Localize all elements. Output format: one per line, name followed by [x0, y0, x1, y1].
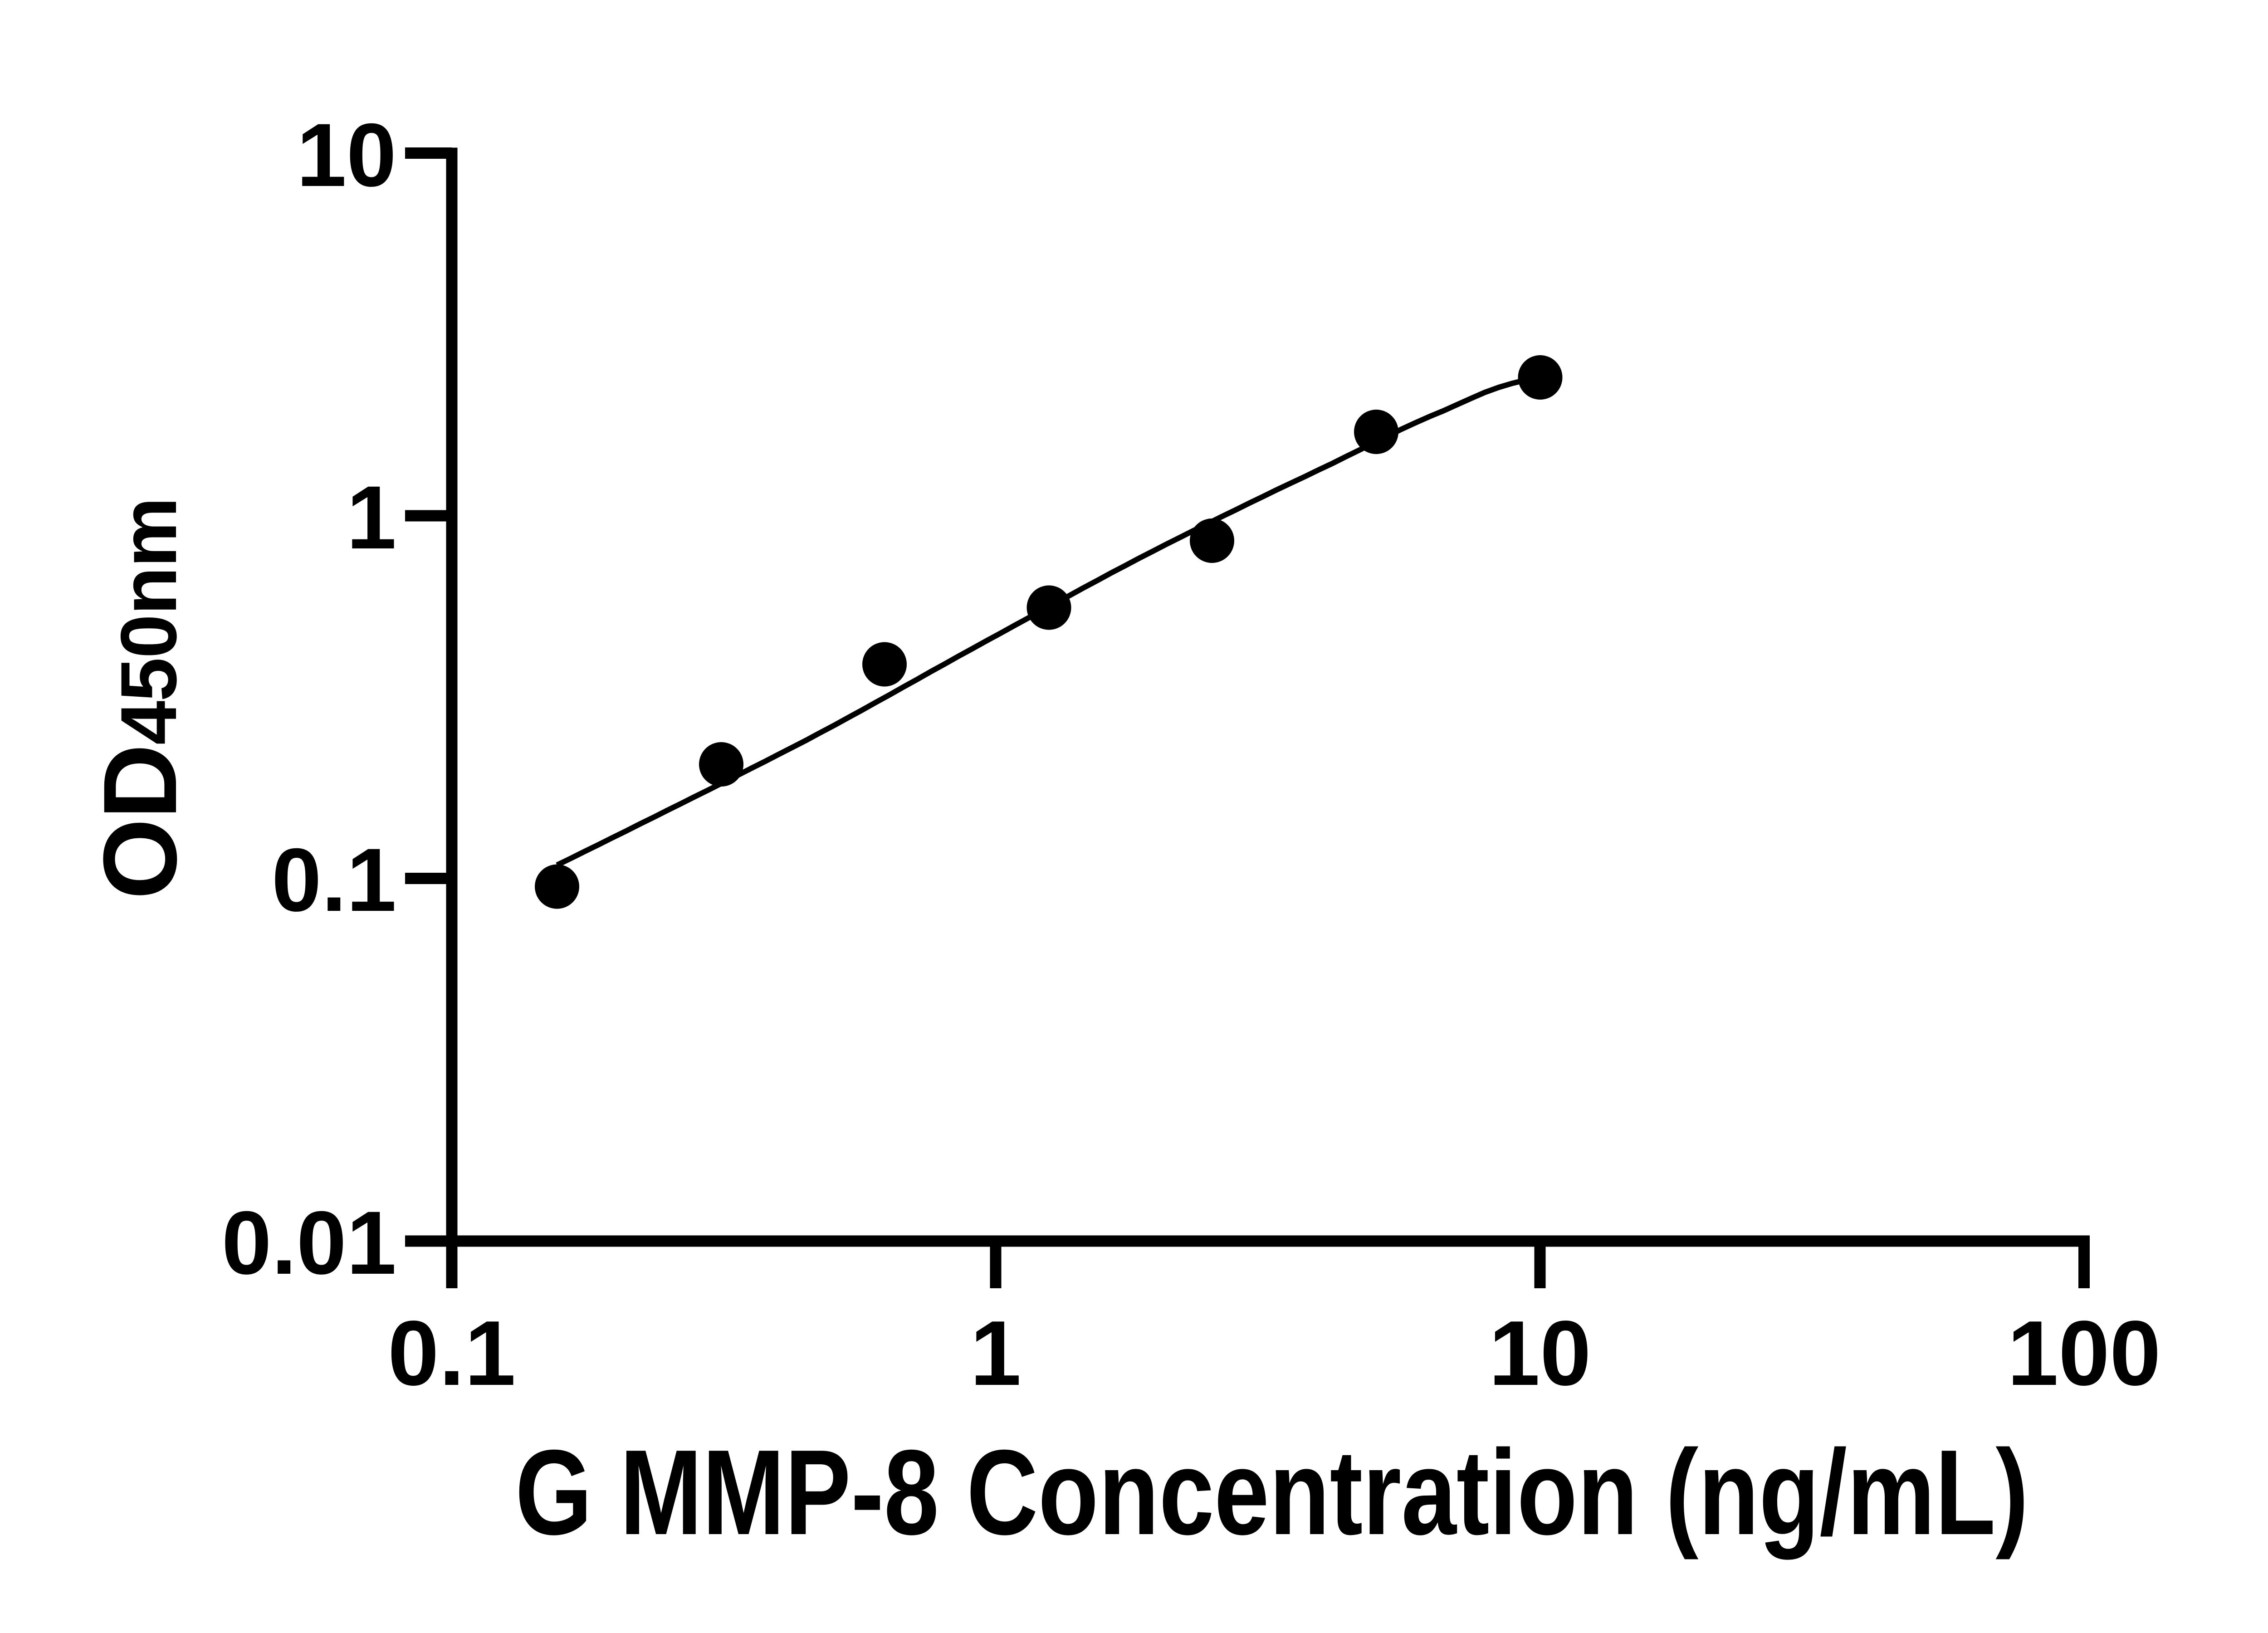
svg-text:0.01: 0.01 [222, 1193, 396, 1293]
svg-text:10: 10 [297, 105, 396, 205]
svg-text:1: 1 [347, 467, 396, 567]
svg-text:1: 1 [970, 1302, 1022, 1405]
svg-text:100: 100 [2007, 1302, 2161, 1405]
svg-text:10: 10 [1489, 1302, 1591, 1405]
svg-text:G MMP-8 Concentration (ng/mL): G MMP-8 Concentration (ng/mL) [515, 1424, 2028, 1560]
svg-text:0.1: 0.1 [388, 1302, 516, 1405]
svg-text:0.1: 0.1 [272, 830, 396, 930]
